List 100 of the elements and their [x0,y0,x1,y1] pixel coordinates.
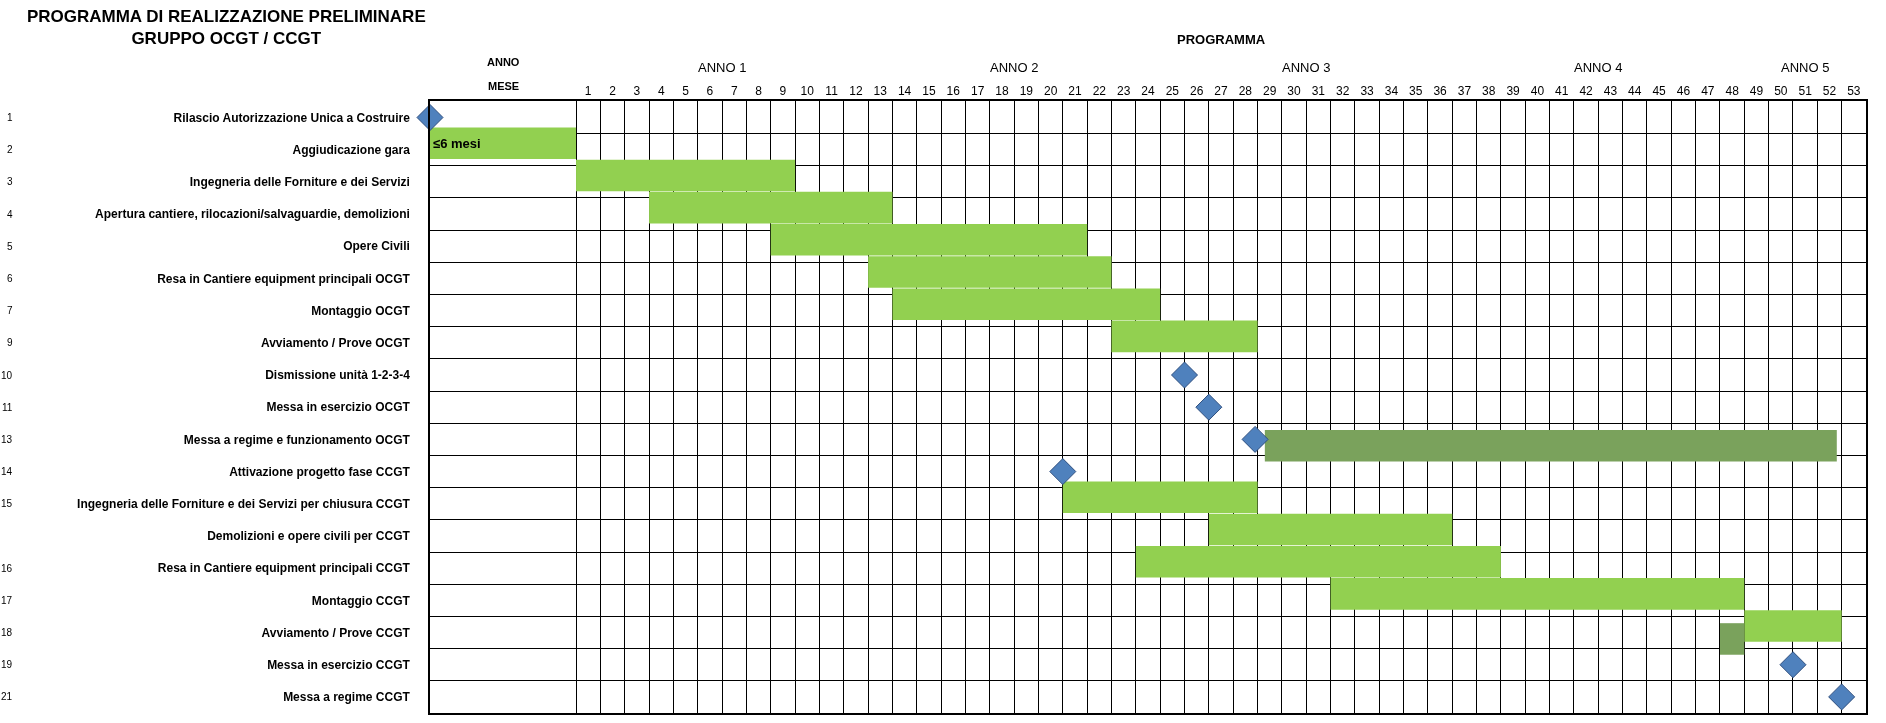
y2-tick-label: 3 [7,176,13,187]
y2-tick-label: 9 [7,337,13,348]
point [416,103,444,131]
y-tick-label: Resa in Cantiere equipment principali OCGT [157,271,411,286]
y-tick-label: Demolizioni e opere civili per CCGT [207,529,411,544]
y2-tick-label: 17 [1,595,13,606]
x-tick-label: 8 [755,83,763,98]
y2-tick-label: 2 [7,144,13,155]
x-tick-label: 22 [1092,83,1107,98]
text: MESE [488,80,520,92]
y2-tick-label: 7 [7,305,13,316]
text: ANNO 1 [698,60,747,75]
y-tick-label: Resa in Cantiere equipment principali CCGT [157,561,411,576]
x-tick-label: 50 [1774,83,1788,98]
text: ANNO [487,56,520,68]
x-tick-label: 47 [1701,83,1715,98]
x-tick-label: 28 [1238,83,1253,98]
point [1195,393,1223,421]
y2-tick-label: 10 [1,370,13,381]
y-tick-label: Messa a regime CCGT [283,690,411,705]
x-tick-label: 37 [1457,83,1472,98]
x-tick-label: 39 [1506,83,1521,98]
point [1171,361,1199,389]
bar [430,127,577,160]
y-tick-label: Montaggio CCGT [311,593,411,608]
text: ANNO 5 [1781,60,1830,75]
text: ANNO 3 [1282,60,1331,75]
text: ANNO 4 [1574,60,1623,75]
y2-tick-label: 19 [1,659,13,670]
x-tick-label: 42 [1579,83,1594,98]
y2-tick-label: 4 [7,209,13,220]
x-tick-label: 26 [1190,83,1204,98]
y2-tick-label: 21 [1,691,13,702]
x-tick-label: 19 [1019,83,1034,98]
x-tick-label: 30 [1287,83,1302,98]
x-tick-label: 21 [1068,83,1082,98]
y-tick-label: Ingegneria delle Forniture e dei Servizi per chiusura CCGT [77,496,411,511]
point [1049,458,1077,486]
x-tick-label: 25 [1165,83,1180,98]
x-tick-label: 20 [1043,83,1058,98]
y2-tick-label: 1 [7,112,13,123]
x-tick-label: 43 [1603,83,1618,98]
x-tick-label: 35 [1409,83,1423,98]
x-tick-label: 2 [609,83,617,98]
x-tick-label: 3 [633,83,641,98]
y-tick-label: Dismissione unità 1-2-3-4 [265,368,411,383]
point [1828,683,1856,711]
x-tick-label: 49 [1749,83,1764,98]
y2-tick-label: 18 [1,627,13,638]
x-tick-label: 53 [1847,83,1861,98]
x-tick-label: 46 [1676,83,1691,98]
x-tick-label: 16 [946,83,961,98]
x-tick-label: 27 [1214,83,1229,98]
x-tick-label: 17 [970,83,985,98]
y-tick-label: Ingegneria delle Forniture e dei Servizi [189,175,410,190]
x-tick-label: 10 [800,83,815,98]
y2-tick-label: 6 [7,273,13,284]
x-tick-label: 32 [1336,83,1350,98]
y-tick-label: Apertura cantiere, rilocazioni/salvaguardie, demolizioni [95,207,410,222]
y-tick-label: Messa in esercizio CCGT [267,657,411,672]
x-tick-label: 9 [779,83,787,98]
y-tick-label: Aggiudicazione gara [292,142,411,157]
x-tick-label: 5 [682,83,690,98]
x-tick-label: 36 [1433,83,1448,98]
x-tick-label: 51 [1798,83,1813,98]
point [1779,651,1807,679]
text: ANNO 2 [990,60,1039,75]
x-tick-label: 29 [1263,83,1277,98]
y2-tick-label: 11 [2,402,13,413]
x-tick-label: 40 [1530,83,1545,98]
y-tick-label: Rilascio Autorizzazione Unica a Costruire [173,110,411,125]
x-tick-label: 1 [584,83,592,98]
x-tick-label: 14 [897,83,912,98]
y-tick-label: Messa in esercizio OCGT [266,400,411,415]
x-tick-label: 48 [1725,83,1740,98]
x-tick-label: 6 [706,83,714,98]
x-tick-label: 24 [1141,83,1155,98]
y2-tick-label: 14 [1,466,13,477]
x-tick-label: 33 [1360,83,1375,98]
x-tick-label: 45 [1652,83,1667,98]
x-tick-label: 41 [1555,83,1569,98]
y-tick-label: Avviamento / Prove OCGT [260,336,411,351]
x-tick-label: 44 [1628,83,1642,98]
bar [1719,623,1745,655]
bar [1744,610,1842,642]
y-tick-label: Attivazione progetto fase CCGT [229,464,411,479]
y-tick-label: Avviamento / Prove CCGT [261,625,411,640]
y2-tick-label: 15 [1,498,13,509]
point [1241,425,1269,453]
x-tick-label: 15 [922,83,936,98]
bar [1264,430,1837,462]
x-tick-label: 4 [657,83,665,98]
x-tick-label: 34 [1384,83,1399,98]
x-tick-label: 7 [730,83,738,98]
text: PROGRAMMA [1177,32,1266,47]
x-tick-label: 38 [1482,83,1496,98]
x-tick-label: 31 [1311,83,1326,98]
data-label: ≤6 mesi [433,135,481,151]
y-tick-label: Opere Civili [343,239,410,254]
y-tick-label: Montaggio OCGT [311,303,411,318]
